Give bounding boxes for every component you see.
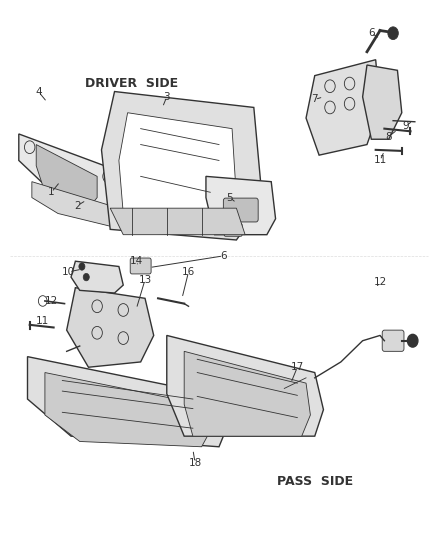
Text: 7: 7 [311, 94, 318, 104]
Polygon shape [19, 134, 119, 219]
Circle shape [79, 263, 85, 270]
Text: 4: 4 [35, 86, 42, 96]
Text: 5: 5 [226, 192, 233, 203]
Polygon shape [36, 144, 97, 208]
Text: 3: 3 [163, 92, 170, 102]
Text: 18: 18 [188, 458, 201, 467]
Text: 1: 1 [48, 187, 55, 197]
Text: 17: 17 [291, 362, 304, 372]
FancyBboxPatch shape [223, 198, 258, 222]
Text: DRIVER  SIDE: DRIVER SIDE [85, 77, 179, 90]
Text: 6: 6 [368, 28, 374, 38]
Polygon shape [67, 288, 154, 367]
Text: 11: 11 [36, 316, 49, 326]
Text: 6: 6 [220, 251, 226, 261]
Polygon shape [28, 357, 228, 447]
Circle shape [83, 273, 89, 281]
Text: 13: 13 [138, 274, 152, 285]
Text: 16: 16 [182, 267, 195, 277]
Text: 2: 2 [74, 200, 81, 211]
Text: 14: 14 [130, 256, 143, 266]
Text: 12: 12 [45, 296, 58, 306]
Polygon shape [71, 261, 123, 293]
Polygon shape [110, 208, 245, 235]
Polygon shape [102, 92, 262, 240]
Polygon shape [167, 335, 323, 436]
Polygon shape [32, 182, 132, 229]
Polygon shape [363, 65, 402, 139]
Text: 9: 9 [403, 121, 410, 131]
FancyBboxPatch shape [130, 258, 151, 274]
Polygon shape [184, 351, 311, 436]
Text: PASS  SIDE: PASS SIDE [277, 475, 353, 488]
Circle shape [407, 334, 418, 347]
FancyBboxPatch shape [382, 330, 404, 351]
Polygon shape [306, 60, 380, 155]
Text: 8: 8 [385, 132, 392, 142]
Text: 10: 10 [62, 267, 75, 277]
Circle shape [388, 27, 398, 39]
Polygon shape [206, 176, 276, 235]
Text: 11: 11 [374, 156, 387, 165]
Text: 12: 12 [374, 277, 387, 287]
Polygon shape [119, 113, 237, 224]
FancyBboxPatch shape [224, 223, 242, 236]
Polygon shape [45, 373, 210, 447]
